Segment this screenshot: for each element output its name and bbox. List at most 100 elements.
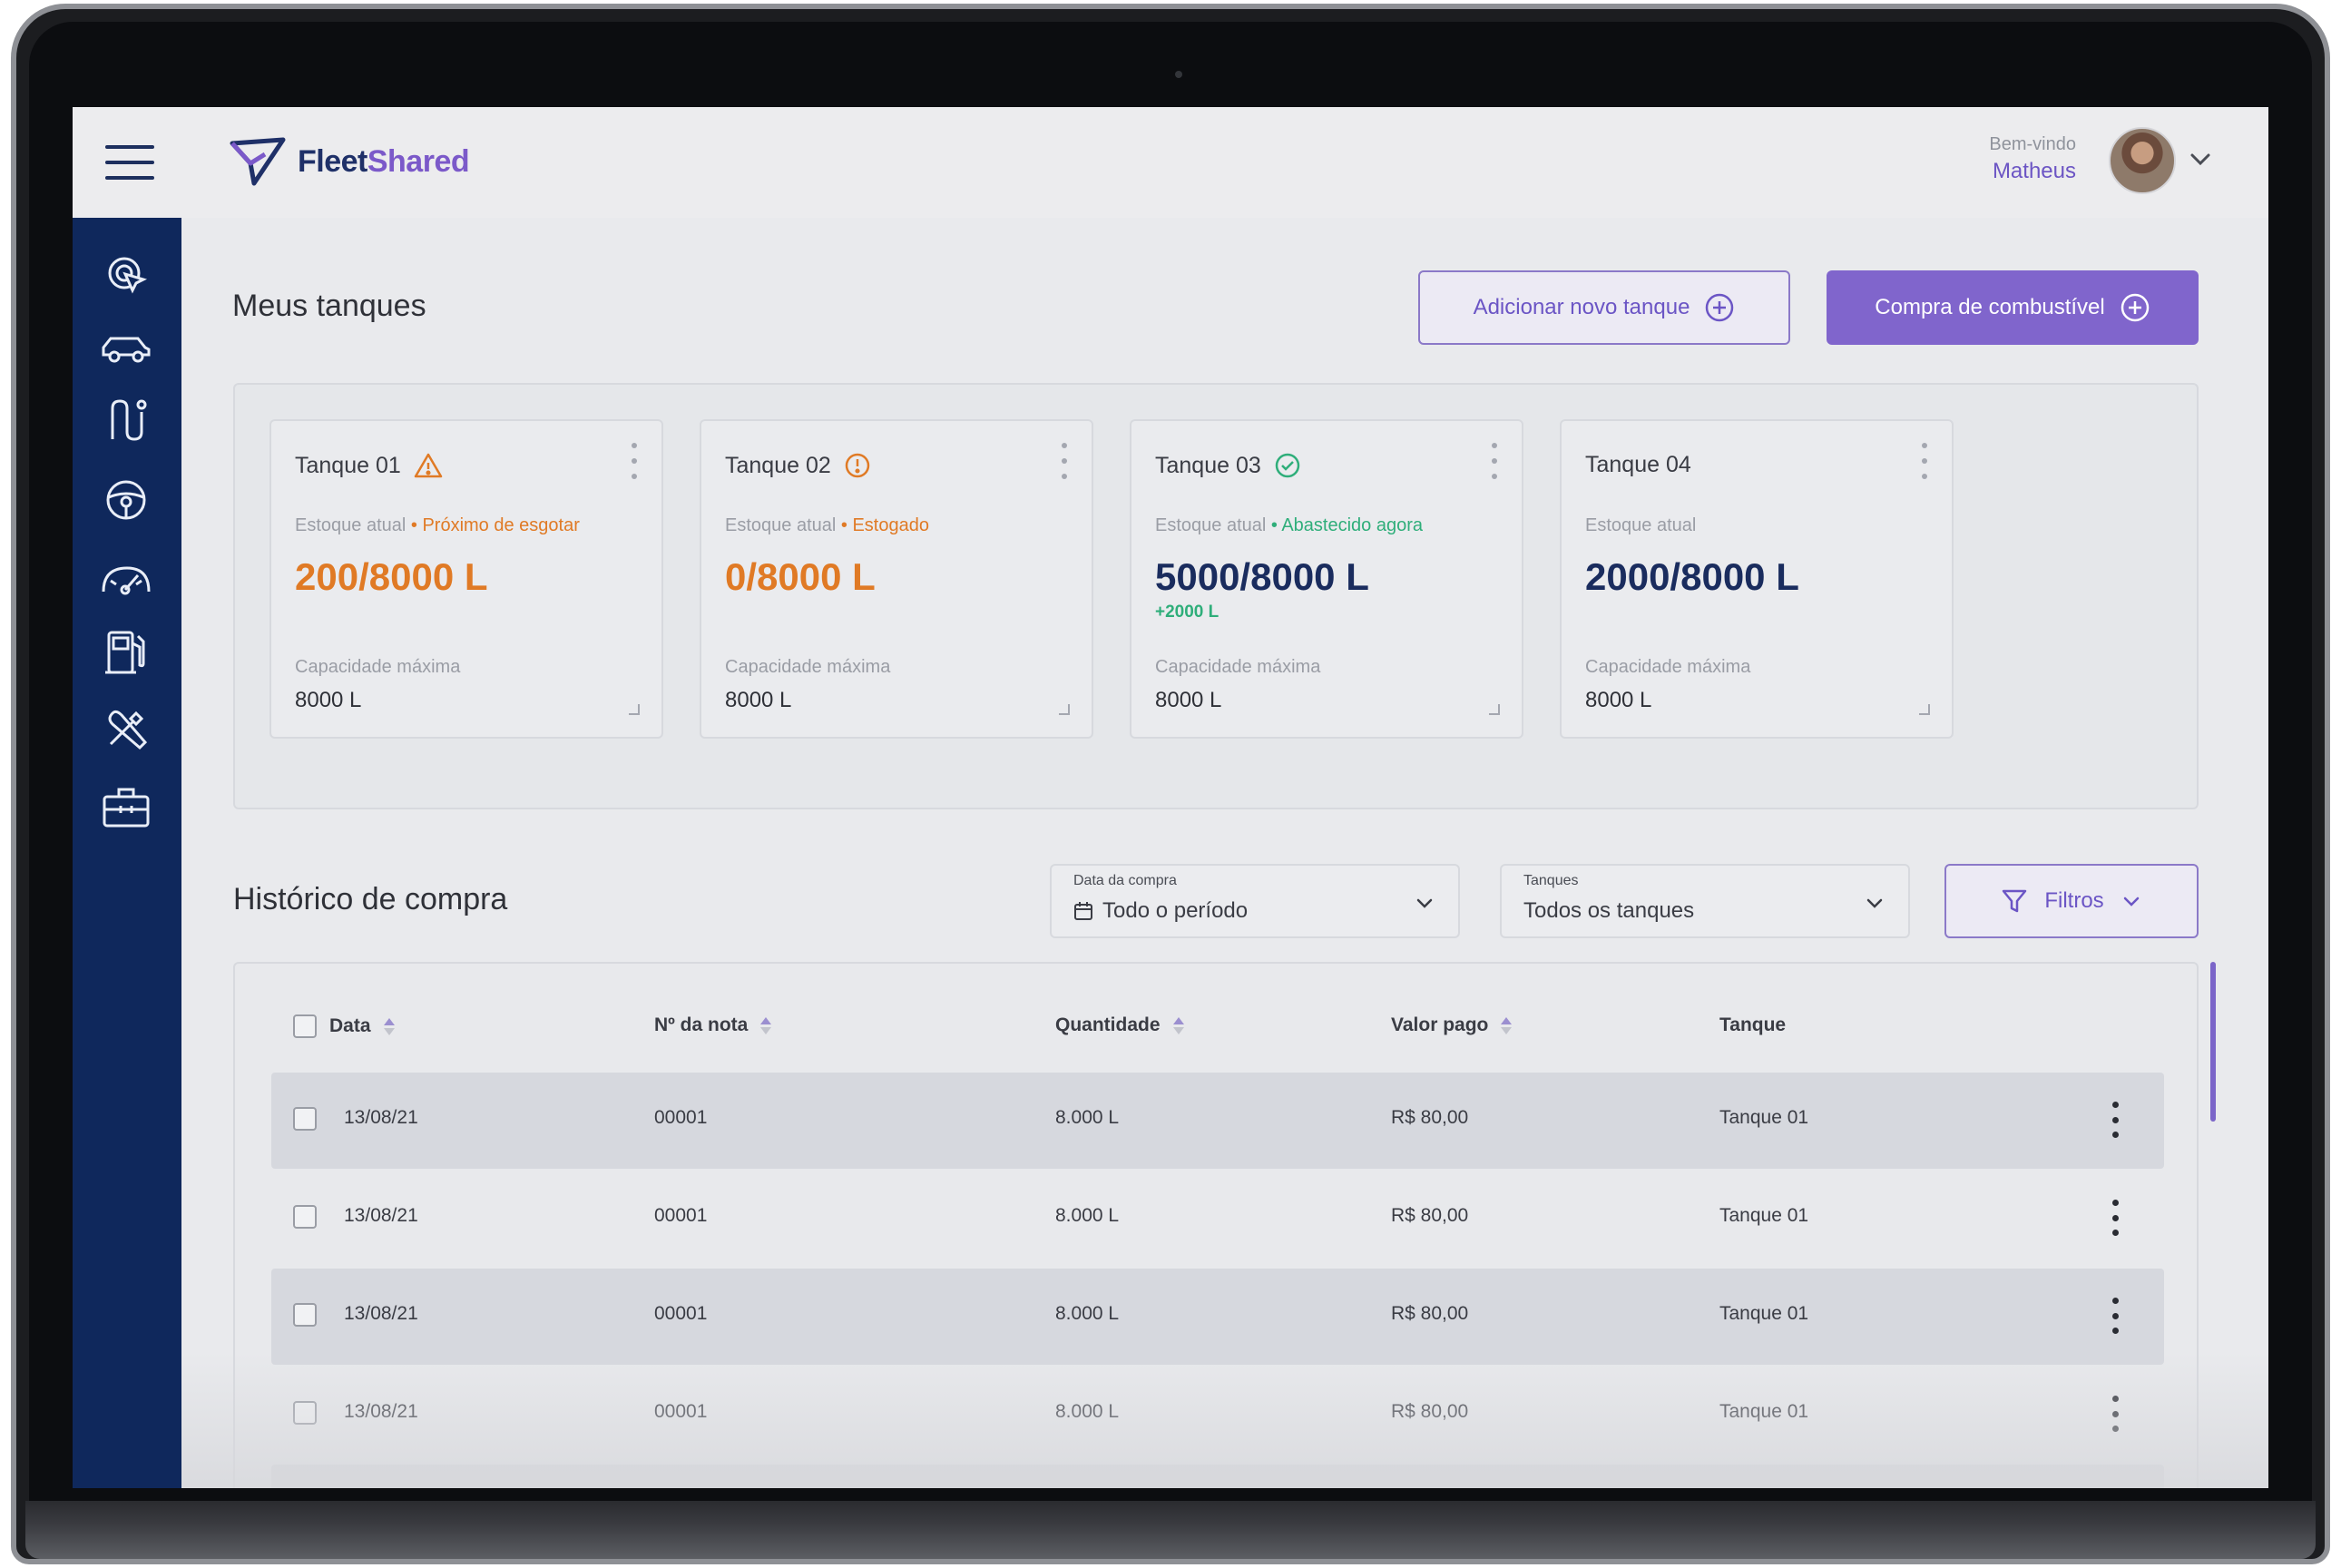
row-checkbox[interactable]	[293, 1401, 317, 1425]
stock-status: • Próximo de esgotar	[410, 515, 580, 535]
menu-toggle-button[interactable]	[105, 145, 154, 180]
tank-card[interactable]: Tanque 02 Estoque atual • Estogado 0/800…	[700, 419, 1093, 739]
row-options-icon[interactable]	[2111, 1102, 2119, 1138]
row-options-icon[interactable]	[2111, 1298, 2119, 1334]
resize-corner-icon	[1919, 704, 1930, 715]
capacity-value: 8000 L	[725, 688, 792, 712]
sort-icon[interactable]	[1172, 1016, 1184, 1034]
toolbox-icon[interactable]	[98, 779, 154, 835]
stock-status: • Estogado	[840, 515, 929, 535]
add-tank-button[interactable]: Adicionar novo tanque	[1418, 270, 1790, 345]
column-label-quantity: Quantidade	[1055, 1014, 1161, 1035]
tank-card[interactable]: Tanque 03 Estoque atual • Abastecido ago…	[1130, 419, 1523, 739]
brand-logo[interactable]: FleetShared	[229, 134, 470, 189]
car-icon[interactable]	[98, 319, 154, 376]
sort-icon[interactable]	[760, 1016, 772, 1034]
tank-name: Tanque 02	[725, 452, 831, 478]
row-checkbox[interactable]	[293, 1303, 317, 1327]
capacity-value: 8000 L	[1155, 688, 1222, 712]
tanks-select-value: Todos os tanques	[1523, 898, 1695, 923]
more-options-icon[interactable]	[629, 443, 640, 479]
filter-icon	[2003, 889, 2027, 913]
more-options-icon[interactable]	[1489, 443, 1500, 479]
column-header-amount[interactable]: Valor pago	[1391, 1014, 1513, 1036]
chevron-down-icon[interactable]	[2187, 145, 2214, 172]
cell-amount: R$ 80,00	[1391, 1303, 1469, 1324]
sort-icon[interactable]	[1501, 1016, 1513, 1034]
stock-value: 2000/8000 L	[1585, 555, 1799, 598]
stock-label: Estoque atual	[1155, 515, 1267, 535]
tanks-section-title: Meus tanques	[232, 289, 426, 323]
row-checkbox[interactable]	[293, 1205, 317, 1229]
purchase-date-value: Todo o período	[1102, 898, 1249, 923]
laptop-base	[25, 1501, 2316, 1559]
table-row[interactable]: 13/08/21 00001 8.000 L R$ 80,00 Tanque 0…	[271, 1171, 2164, 1267]
column-header-date[interactable]: Data	[293, 1014, 395, 1038]
column-header-quantity[interactable]: Quantidade	[1055, 1014, 1184, 1036]
cell-quantity: 8.000 L	[1055, 1401, 1120, 1422]
stock-value: 5000/8000 L	[1155, 555, 1369, 598]
chevron-down-icon	[2123, 897, 2139, 906]
sort-icon[interactable]	[383, 1017, 395, 1035]
cell-invoice: 00001	[654, 1205, 708, 1226]
cell-tank: Tanque 01	[1719, 1107, 1809, 1128]
fuel-pump-icon[interactable]	[98, 624, 154, 681]
chevron-down-icon	[1866, 898, 1883, 908]
fuel-purchase-button[interactable]: Compra de combustível	[1827, 270, 2199, 345]
table-row[interactable]	[271, 1465, 2164, 1488]
column-label-amount: Valor pago	[1391, 1014, 1489, 1035]
user-welcome: Bem-vindo Matheus	[1989, 134, 2076, 184]
column-header-invoice[interactable]: Nº da nota	[654, 1014, 772, 1036]
warning-icon	[414, 453, 443, 478]
table-row[interactable]: 13/08/21 00001 8.000 L R$ 80,00 Tanque 0…	[271, 1367, 2164, 1463]
tanks-select-label: Tanques	[1523, 873, 1579, 888]
resize-corner-icon	[1059, 704, 1070, 715]
alert-circle-icon	[845, 453, 870, 478]
table-scrollbar[interactable]	[2210, 962, 2216, 1122]
column-label-tank: Tanque	[1719, 1014, 1787, 1035]
stock-label: Estoque atual	[1585, 515, 1697, 535]
user-name: Matheus	[1992, 159, 2076, 183]
sidebar	[73, 218, 181, 1488]
table-row[interactable]: 13/08/21 00001 8.000 L R$ 80,00 Tanque 0…	[271, 1269, 2164, 1365]
column-header-tank: Tanque	[1719, 1014, 1786, 1036]
row-options-icon[interactable]	[2111, 1200, 2119, 1236]
cell-invoice: 00001	[654, 1107, 708, 1128]
cell-quantity: 8.000 L	[1055, 1303, 1120, 1324]
purchase-date-label: Data da compra	[1073, 873, 1177, 888]
cell-amount: R$ 80,00	[1391, 1205, 1469, 1226]
add-tank-label: Adicionar novo tanque	[1473, 295, 1690, 319]
tank-card[interactable]: Tanque 04 Estoque atual 2000/8000 L Capa…	[1560, 419, 1954, 739]
route-icon[interactable]	[98, 392, 154, 448]
logo-text-shared: Shared	[367, 143, 470, 179]
purchase-date-select[interactable]: Data da compra Todo o período	[1050, 864, 1460, 938]
tanks-select[interactable]: Tanques Todos os tanques	[1500, 864, 1910, 938]
location-pointer-icon[interactable]	[98, 247, 154, 303]
cell-date: 13/08/21	[344, 1205, 418, 1226]
select-all-checkbox[interactable]	[293, 1014, 317, 1038]
tools-icon[interactable]	[98, 701, 154, 757]
filters-label: Filtros	[2044, 888, 2104, 913]
steering-wheel-icon[interactable]	[98, 472, 154, 528]
plus-circle-icon	[1706, 293, 1734, 322]
welcome-label: Bem-vindo	[1989, 134, 2076, 154]
more-options-icon[interactable]	[1919, 443, 1930, 479]
capacity-label: Capacidade máxima	[725, 657, 891, 677]
table-row[interactable]: 13/08/21 00001 8.000 L R$ 80,00 Tanque 0…	[271, 1073, 2164, 1169]
tank-card[interactable]: Tanque 01 Estoque atual • Próximo de esg…	[269, 419, 663, 739]
more-options-icon[interactable]	[1059, 443, 1070, 479]
speedometer-icon[interactable]	[98, 548, 154, 604]
cell-date: 13/08/21	[344, 1401, 418, 1422]
stock-value: 0/8000 L	[725, 555, 876, 598]
resize-corner-icon	[629, 704, 640, 715]
fuel-purchase-label: Compra de combustível	[1875, 295, 2105, 319]
row-options-icon[interactable]	[2111, 1396, 2119, 1432]
tanks-panel: Tanque 01 Estoque atual • Próximo de esg…	[233, 383, 2199, 809]
filters-button[interactable]: Filtros	[1944, 864, 2199, 938]
tank-name: Tanque 04	[1585, 452, 1691, 477]
avatar[interactable]	[2109, 127, 2176, 194]
chevron-down-icon	[1416, 898, 1433, 908]
row-checkbox[interactable]	[293, 1107, 317, 1131]
column-label-invoice: Nº da nota	[654, 1014, 749, 1035]
capacity-label: Capacidade máxima	[1155, 657, 1321, 677]
